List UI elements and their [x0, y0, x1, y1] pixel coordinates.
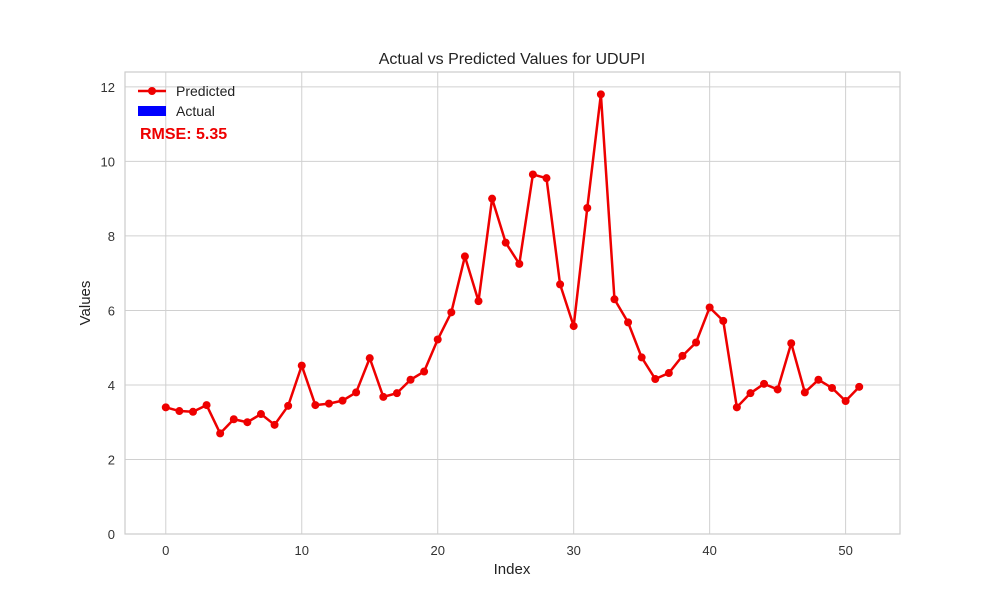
- y-tick-label: 2: [108, 452, 115, 467]
- data-point: [583, 203, 592, 212]
- legend-actual-label: Actual: [176, 103, 215, 119]
- data-point: [392, 389, 401, 398]
- legend-actual-swatch: [138, 106, 166, 116]
- plot-area: [125, 72, 900, 534]
- data-point: [556, 280, 565, 289]
- data-point: [651, 375, 660, 384]
- data-point: [773, 385, 782, 394]
- y-tick-label: 6: [108, 303, 115, 318]
- y-axis-label: Values: [77, 281, 94, 326]
- data-point: [637, 353, 646, 362]
- data-point: [542, 174, 551, 183]
- data-point: [365, 354, 374, 363]
- x-tick-label: 0: [162, 543, 169, 558]
- data-point: [297, 361, 306, 370]
- y-tick-label: 4: [108, 378, 115, 393]
- data-point: [406, 375, 415, 384]
- data-point: [515, 259, 524, 268]
- data-point: [664, 369, 673, 378]
- data-point: [379, 392, 388, 401]
- data-point: [841, 396, 850, 405]
- data-point: [501, 238, 510, 247]
- data-point: [447, 308, 456, 317]
- data-point: [188, 407, 197, 416]
- data-point: [488, 194, 497, 203]
- data-point: [161, 403, 170, 412]
- data-point: [814, 375, 823, 384]
- data-point: [474, 297, 483, 306]
- data-point: [732, 403, 741, 412]
- x-axis-label: Index: [494, 561, 531, 578]
- data-point: [460, 252, 469, 261]
- data-point: [828, 383, 837, 392]
- data-point: [719, 316, 728, 325]
- data-point: [338, 396, 347, 405]
- legend: Predicted Actual: [138, 83, 235, 119]
- series-line-predicted: [165, 93, 861, 435]
- plot-frame: [124, 71, 901, 535]
- data-point: [596, 90, 605, 99]
- data-point: [569, 322, 578, 331]
- data-point: [528, 170, 537, 179]
- data-point: [175, 407, 184, 416]
- data-point: [243, 418, 252, 427]
- x-tick-label: 40: [702, 543, 716, 558]
- data-point: [624, 318, 633, 327]
- data-point: [284, 401, 293, 410]
- data-point: [787, 339, 796, 348]
- data-point: [270, 420, 279, 429]
- rmse-annotation: RMSE: 5.35: [140, 126, 227, 143]
- tick-labels: 0 10 20 30 40 50 0 2 4 6 8 10 12: [101, 80, 853, 558]
- chart-title: Actual vs Predicted Values for UDUPI: [379, 51, 645, 68]
- data-point: [256, 410, 265, 419]
- data-point: [692, 338, 701, 347]
- y-tick-label: 12: [101, 80, 115, 95]
- data-point: [610, 295, 619, 304]
- x-tick-label: 30: [566, 543, 580, 558]
- data-point: [311, 401, 320, 410]
- y-tick-label: 0: [108, 527, 115, 542]
- data-point: [420, 367, 429, 376]
- x-tick-label: 10: [295, 543, 309, 558]
- data-point: [760, 379, 769, 388]
- data-point: [746, 389, 755, 398]
- data-point: [705, 303, 714, 312]
- data-point: [229, 415, 238, 424]
- data-point: [433, 335, 442, 344]
- series-layer: [161, 90, 864, 438]
- data-point: [202, 401, 211, 410]
- x-tick-label: 50: [838, 543, 852, 558]
- data-point: [855, 382, 864, 391]
- data-point: [324, 399, 333, 408]
- data-point: [216, 429, 225, 438]
- legend-predicted-marker: [148, 87, 156, 95]
- legend-predicted-label: Predicted: [176, 83, 235, 99]
- y-tick-label: 8: [108, 229, 115, 244]
- y-tick-label: 10: [101, 154, 115, 169]
- data-point: [352, 388, 361, 397]
- data-point: [800, 388, 809, 397]
- x-tick-label: 20: [430, 543, 444, 558]
- data-point: [678, 351, 687, 360]
